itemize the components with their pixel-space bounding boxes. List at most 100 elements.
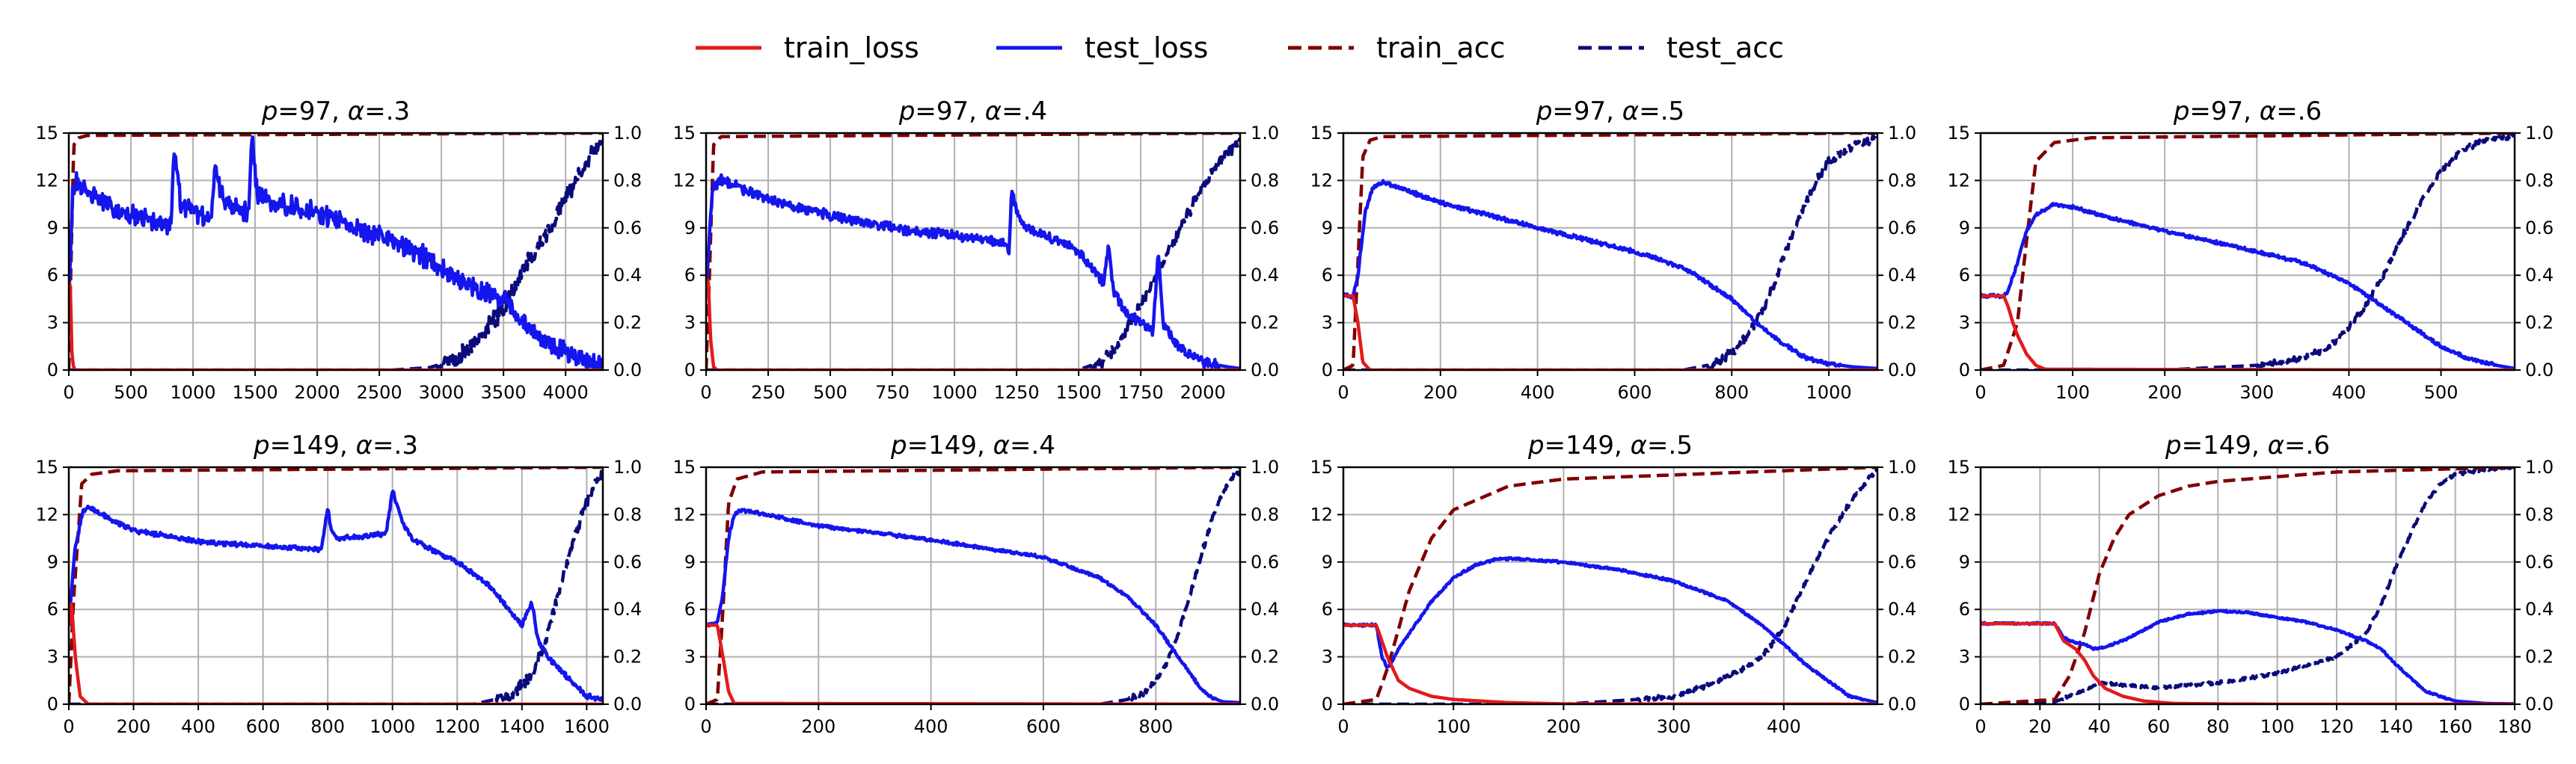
y-tick-label-right: 0.6 (2525, 552, 2554, 573)
y-tick-label-left: 15 (672, 123, 696, 144)
panel-title: p=97, α=.5 (1536, 96, 1684, 126)
series-line-test-acc (1343, 133, 1877, 370)
series-line-train-loss (1343, 623, 1877, 704)
x-tick-label: 1600 (564, 716, 610, 737)
chart-panel: 0 20 40 60 80 100 120 140 160 180 0 3 6 9 12 15 0.0 0.2 0.… (1947, 431, 2554, 737)
x-tick-label: 2500 (357, 382, 402, 403)
y-tick-label-left: 3 (684, 647, 696, 668)
x-tick-label: 500 (114, 382, 148, 403)
y-tick-label-left: 0 (684, 694, 696, 715)
x-tick-label: 200 (117, 716, 151, 737)
series-line-test-loss (1343, 179, 1877, 370)
y-tick-label-left: 9 (684, 552, 696, 573)
x-tick-label: 400 (1521, 382, 1555, 403)
y-tick-label-left: 0 (47, 694, 58, 715)
x-tick-label: 200 (801, 716, 835, 737)
x-tick-label: 0 (700, 382, 711, 403)
y-tick-label-left: 12 (1947, 170, 1970, 191)
y-tick-label-left: 6 (1959, 265, 1970, 286)
y-tick-label-left: 0 (1959, 694, 1970, 715)
chart-panel: 0 200 400 600 800 1000 1200 1400 1600 0 3 6 9 12 15 0.0… (35, 431, 642, 737)
panel-title-part: α (348, 96, 364, 126)
y-tick-label-left: 9 (684, 218, 696, 238)
y-tick-label-right: 1.0 (2525, 457, 2554, 478)
y-tick-label-right: 1.0 (1251, 457, 1279, 478)
plot-area (69, 133, 603, 370)
x-tick-label: 400 (1767, 716, 1801, 737)
y-tick-label-right: 0.6 (1251, 552, 1279, 573)
y-tick-label-left: 3 (47, 312, 58, 333)
legend-label-train-acc: train_acc (1376, 31, 1506, 64)
x-tick-label: 300 (2239, 382, 2274, 403)
y-tick-label-right: 0.4 (1888, 599, 1916, 620)
series-line-test-acc (1981, 467, 2515, 704)
y-tick-label-left: 12 (1310, 504, 1333, 525)
y-tick-label-right: 0.0 (613, 360, 642, 381)
y-tick-label-right: 0.6 (613, 218, 642, 238)
plot-frame (1979, 466, 2516, 706)
y-tick-label-left: 0 (684, 360, 696, 381)
y-tick-label-right: 0.6 (1251, 218, 1279, 238)
x-tick-label: 1000 (1806, 382, 1852, 403)
panel-title-part: α (1622, 96, 1639, 126)
x-tick-label: 400 (181, 716, 215, 737)
panel-title: p=97, α=.3 (261, 96, 410, 126)
panel-title-part: =97, (915, 96, 984, 126)
y-tick-label-left: 15 (35, 457, 58, 478)
plot-area (706, 133, 1240, 370)
y-tick-label-left: 12 (672, 504, 696, 525)
x-tick-label: 20 (2028, 716, 2052, 737)
x-tick-label: 1500 (233, 382, 278, 403)
x-tick-label: 0 (1337, 716, 1349, 737)
plot-area (1343, 467, 1877, 704)
series-line-test-acc (706, 137, 1240, 370)
legend-swatch-train-acc (1288, 46, 1354, 50)
y-tick-label-right: 0.6 (2525, 218, 2554, 238)
y-tick-label-left: 6 (684, 265, 696, 286)
series-line-train-acc (1343, 133, 1877, 370)
series-line-test-loss (69, 135, 603, 370)
panel-title-part: α (2268, 431, 2284, 460)
y-tick-label-right: 0.4 (2525, 599, 2554, 620)
y-tick-label-left: 3 (1959, 647, 1970, 668)
y-tick-label-left: 15 (1947, 123, 1970, 144)
x-tick-label: 800 (1138, 716, 1173, 737)
x-tick-label: 160 (2438, 716, 2473, 737)
x-tick-label: 60 (2147, 716, 2171, 737)
x-tick-label: 1400 (499, 716, 545, 737)
series-line-train-acc (706, 467, 1240, 704)
plot-frame (705, 466, 1242, 706)
panel-title-part: =.3 (372, 431, 418, 460)
x-tick-label: 0 (63, 716, 74, 737)
panel-title-part: =.5 (1647, 431, 1693, 460)
panel-title-part: =.6 (2284, 431, 2330, 460)
plot-frame (67, 132, 604, 372)
series-line-train-acc (69, 467, 603, 704)
series-line-test-acc (706, 469, 1240, 704)
y-tick-label-left: 15 (672, 457, 696, 478)
series-line-test-acc (69, 469, 603, 704)
x-tick-label: 0 (700, 716, 711, 737)
plot-area (1981, 467, 2515, 704)
y-tick-label-left: 15 (1310, 457, 1333, 478)
y-tick-label-right: 0.6 (613, 552, 642, 573)
series-line-train-loss (706, 623, 1240, 704)
y-tick-label-left: 3 (1322, 312, 1333, 333)
panel-title-part: p (1527, 431, 1545, 460)
x-tick-label: 3000 (419, 382, 464, 403)
y-tick-label-right: 0.8 (1888, 170, 1916, 191)
chart-panel: 0 200 400 600 800 0 3 6 9 12 15 0.0 0.2 0.4 0.6 0.8 1.0 p… (672, 431, 1279, 737)
y-tick-label-right: 0.4 (1251, 599, 1279, 620)
series-line-test-loss (1981, 202, 2515, 370)
x-tick-label: 2000 (295, 382, 340, 403)
panel-title: p=97, α=.6 (2173, 96, 2322, 126)
series-line-test-loss (69, 489, 603, 702)
y-tick-label-right: 1.0 (2525, 123, 2554, 144)
panel-title-part: =.4 (1010, 431, 1055, 460)
panel-title-part: p (1536, 96, 1553, 126)
y-tick-label-left: 9 (1322, 218, 1333, 238)
x-tick-label: 400 (2332, 382, 2367, 403)
x-tick-label: 100 (2055, 382, 2090, 403)
plot-area (706, 467, 1240, 704)
